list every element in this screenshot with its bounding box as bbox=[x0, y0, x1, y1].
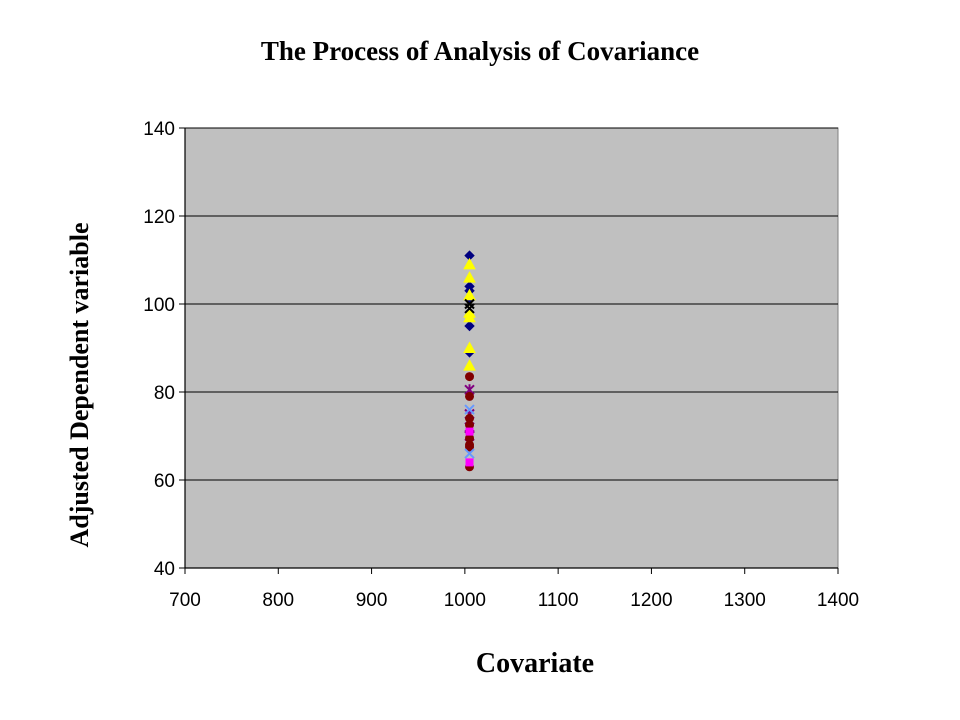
data-point-series-5-1 bbox=[464, 448, 475, 459]
y-tick-label: 120 bbox=[143, 207, 175, 228]
y-tick-label: 40 bbox=[154, 559, 175, 580]
data-point-series-1-4 bbox=[463, 310, 476, 323]
data-point-series-6-1 bbox=[465, 427, 474, 436]
y-tick-label: 60 bbox=[154, 471, 175, 492]
data-point-series-5-0 bbox=[464, 404, 475, 415]
x-tick-label: 800 bbox=[262, 590, 294, 611]
x-tick-label: 700 bbox=[169, 590, 201, 611]
data-point-series-4-6 bbox=[465, 442, 475, 452]
axes bbox=[179, 127, 839, 574]
data-point-series-1-1 bbox=[463, 271, 476, 283]
data-point-series-1-0 bbox=[463, 257, 476, 270]
x-tick-label: 1200 bbox=[630, 590, 672, 611]
data-point-series-0-4 bbox=[464, 320, 475, 332]
data-point-series-4-0 bbox=[465, 372, 475, 382]
gridlines bbox=[185, 127, 838, 481]
data-point-series-1-6 bbox=[463, 359, 476, 371]
y-tick-label: 140 bbox=[143, 119, 175, 140]
x-tick-label: 1400 bbox=[817, 590, 859, 611]
x-tick-label: 1000 bbox=[444, 590, 486, 611]
x-axis-label: Covariate bbox=[475, 648, 595, 679]
data-points bbox=[463, 250, 476, 472]
y-tick-label: 100 bbox=[143, 295, 175, 316]
chart-title: The Process of Analysis of Covariance bbox=[260, 36, 700, 66]
x-tick-label: 1100 bbox=[538, 590, 579, 611]
x-tick-label: 900 bbox=[356, 590, 388, 611]
data-point-series-1-5 bbox=[463, 341, 476, 353]
tick-labels: 40 60 80 100 120 140 700 800 900 1000 1100 1200 1300… bbox=[143, 119, 859, 611]
data-point-series-2-0 bbox=[464, 298, 475, 310]
y-tick-label: 80 bbox=[154, 383, 175, 404]
x-tick-label: 1300 bbox=[724, 590, 766, 611]
data-point-series-4-1 bbox=[465, 391, 475, 401]
data-point-series-2-1 bbox=[464, 303, 475, 314]
data-point-series-6-0 bbox=[465, 458, 474, 467]
plot-area bbox=[184, 127, 839, 569]
data-point-series-1-2 bbox=[463, 288, 476, 301]
